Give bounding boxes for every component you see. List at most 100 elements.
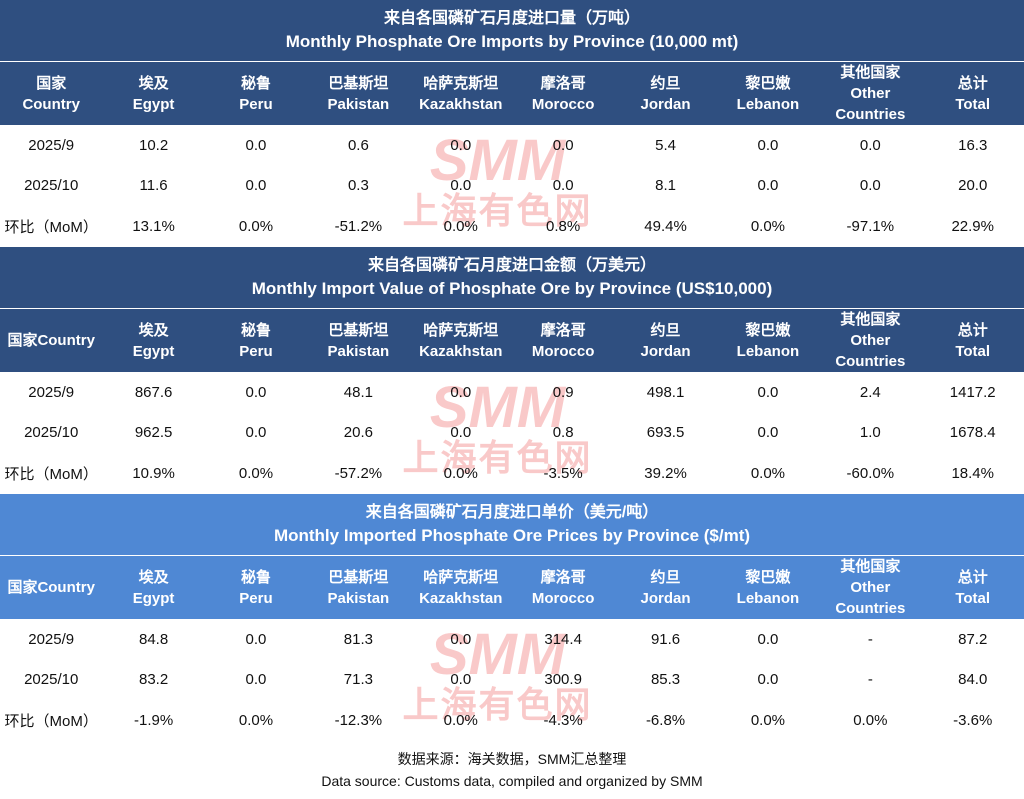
data-cell: 0.0 bbox=[757, 671, 779, 689]
header-cell: 黎巴嫩 Lebanon bbox=[717, 309, 819, 372]
data-cell: 39.2% bbox=[644, 465, 687, 483]
row-label: 2025/9 bbox=[28, 383, 75, 401]
watermark: SMM 上海有色网 bbox=[395, 626, 600, 727]
header-line: Lebanon bbox=[736, 342, 800, 360]
data-cell: 83.2 bbox=[138, 671, 169, 689]
header-cell: 黎巴嫩 Lebanon bbox=[717, 62, 819, 125]
data-cell: 498.1 bbox=[646, 383, 685, 401]
data-row: 环比（MoM） 10.9% 0.0% -57.2% 0.0% -3.5% 39.2% 0.0%… bbox=[0, 453, 1024, 494]
data-row: 2025/9 10.2 0.0 0.6 0.0 0.0 5.4 0.0 0.0 16.3 bbox=[0, 125, 1024, 166]
data-cell: -60.0% bbox=[846, 465, 895, 483]
data-cell: 0.0% bbox=[750, 465, 786, 483]
header-line: Kazakhstan bbox=[419, 95, 503, 113]
header-line: 黎巴嫩 bbox=[745, 74, 791, 92]
data-cell: 0.0% bbox=[750, 712, 786, 730]
title-en: Monthly Imported Phosphate Ore Prices by… bbox=[273, 525, 751, 545]
header-cell: 巴基斯坦 Pakistan bbox=[307, 556, 409, 619]
header-cell: 埃及 Egypt bbox=[102, 556, 204, 619]
header-line: 约旦 bbox=[650, 568, 681, 586]
header-line: 巴基斯坦 bbox=[328, 74, 389, 92]
watermark-logo: SMM bbox=[429, 375, 566, 440]
data-cell: 0.0 bbox=[245, 671, 267, 689]
header-line: Pakistan bbox=[327, 95, 390, 113]
header-line: Kazakhstan bbox=[419, 589, 503, 607]
header-line: 黎巴嫩 bbox=[745, 568, 791, 586]
data-cell: 2.4 bbox=[859, 383, 881, 401]
data-cell: 0.0 bbox=[757, 424, 779, 442]
data-cell: 85.3 bbox=[650, 671, 681, 689]
row-label: 环比（MoM） bbox=[4, 713, 98, 731]
header-line: Other bbox=[850, 579, 891, 596]
header-line: Jordan bbox=[640, 95, 691, 113]
header-cell: 约旦 Jordan bbox=[614, 309, 716, 372]
row-label: 2025/9 bbox=[28, 630, 75, 648]
header-line: 埃及 bbox=[138, 321, 169, 339]
data-cell: 693.5 bbox=[646, 424, 685, 442]
header-cell: 总计 Total bbox=[922, 62, 1024, 125]
data-cell: 0.0 bbox=[245, 177, 267, 195]
data-cell: 11.6 bbox=[139, 177, 168, 195]
data-cell: 71.3 bbox=[343, 671, 373, 689]
header-line: 埃及 bbox=[138, 74, 169, 92]
header-line: 摩洛哥 bbox=[540, 321, 586, 339]
data-cell: 0.0 bbox=[450, 671, 472, 689]
data-cell: -51.2% bbox=[334, 218, 383, 236]
header-line: 国家Country bbox=[7, 579, 95, 596]
header-line: Total bbox=[955, 342, 991, 360]
header-cell: 巴基斯坦 Pakistan bbox=[307, 309, 409, 372]
data-cell: 0.0 bbox=[552, 177, 574, 195]
data-cell: 10.9% bbox=[132, 465, 175, 483]
header-cell: 哈萨克斯坦 Kazakhstan bbox=[410, 62, 512, 125]
data-cell: -4.3% bbox=[543, 712, 583, 730]
row-label: 2025/10 bbox=[24, 424, 79, 442]
header-line: 巴基斯坦 bbox=[328, 321, 389, 339]
header-line: Total bbox=[955, 589, 991, 607]
data-cell: 0.6 bbox=[347, 136, 369, 154]
header-cell: 哈萨克斯坦 Kazakhstan bbox=[410, 309, 512, 372]
header-line: 国家Country bbox=[7, 332, 95, 349]
data-cell: 0.8 bbox=[552, 424, 574, 442]
header-line: Peru bbox=[239, 342, 273, 360]
title-cn: 来自各国磷矿石月度进口金额（万美元） bbox=[367, 256, 656, 274]
data-cell: 0.0% bbox=[238, 712, 274, 730]
header-line: Other bbox=[850, 85, 891, 102]
watermark-text: 上海有色网 bbox=[402, 684, 593, 725]
header-line: Peru bbox=[239, 95, 273, 113]
header-line: 秘鲁 bbox=[240, 74, 271, 92]
data-cell: 1.0 bbox=[859, 424, 881, 442]
data-row: 2025/10 962.5 0.0 20.6 0.0 0.8 693.5 0.0 1.0 1678… bbox=[0, 413, 1024, 454]
header-cell: 秘鲁 Peru bbox=[205, 556, 307, 619]
header-line: 秘鲁 bbox=[240, 568, 271, 586]
section-title: 来自各国磷矿石月度进口金额（万美元） Monthly Import Value o… bbox=[0, 247, 1024, 309]
header-cell: 摩洛哥 Morocco bbox=[512, 62, 614, 125]
data-row: 环比（MoM） 13.1% 0.0% -51.2% 0.0% 0.8% 49.4% 0.0% -… bbox=[0, 206, 1024, 247]
row-label: 2025/10 bbox=[24, 671, 79, 689]
data-cell: 0.0 bbox=[859, 177, 881, 195]
data-cell: 0.0 bbox=[757, 383, 779, 401]
header-line: 总计 bbox=[957, 74, 988, 92]
header-line: 摩洛哥 bbox=[540, 568, 586, 586]
data-cell: 962.5 bbox=[134, 424, 173, 442]
header-line: Peru bbox=[239, 589, 273, 607]
watermark-text: 上海有色网 bbox=[402, 437, 593, 478]
data-cell: 314.4 bbox=[544, 630, 582, 648]
header-line: Lebanon bbox=[736, 95, 800, 113]
header-cell: 摩洛哥 Morocco bbox=[512, 309, 614, 372]
header-cell: 其他国家 Other Countries bbox=[819, 556, 921, 619]
data-cell: 0.0 bbox=[450, 136, 472, 154]
header-line: 秘鲁 bbox=[240, 321, 271, 339]
header-line: Egypt bbox=[132, 95, 175, 113]
data-cell: 300.9 bbox=[544, 671, 582, 689]
watermark-logo: SMM bbox=[429, 128, 566, 193]
header-line: 埃及 bbox=[138, 568, 169, 586]
header-line: Total bbox=[955, 95, 991, 113]
source-cn: 数据来源：海关数据，SMM汇总整理 bbox=[397, 751, 627, 767]
title-cn: 来自各国磷矿石月度进口单价（美元/吨） bbox=[365, 503, 659, 521]
header-line: Morocco bbox=[531, 342, 595, 360]
header-cell: 国家 Country bbox=[0, 62, 102, 125]
data-cell: 91.6 bbox=[650, 630, 681, 648]
header-cell: 埃及 Egypt bbox=[102, 62, 204, 125]
header-cell: 巴基斯坦 Pakistan bbox=[307, 62, 409, 125]
data-cell: -6.8% bbox=[645, 712, 686, 730]
